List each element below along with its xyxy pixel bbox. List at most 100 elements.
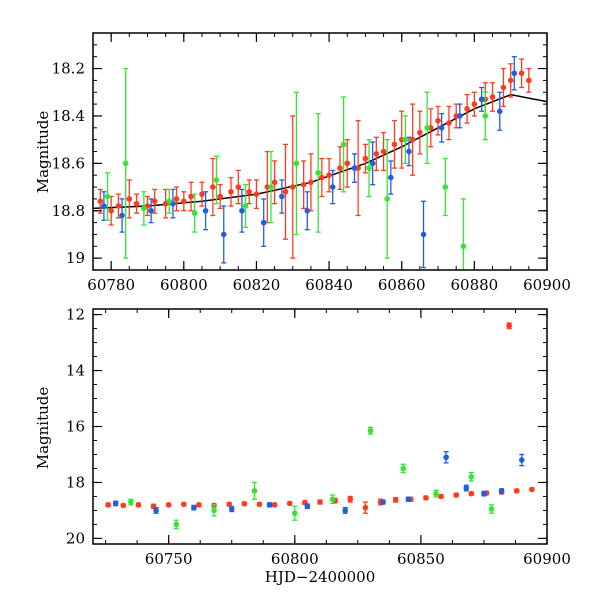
data-point bbox=[166, 198, 173, 205]
x-tick-label: 60800 bbox=[160, 276, 208, 294]
data-point bbox=[112, 500, 119, 507]
data-point bbox=[271, 179, 278, 186]
data-point bbox=[213, 177, 220, 183]
data-point bbox=[438, 125, 445, 131]
data-point bbox=[282, 188, 289, 195]
series-1 bbox=[101, 56, 518, 269]
x-tick-label: 60750 bbox=[145, 550, 193, 568]
data-point bbox=[253, 191, 260, 197]
data-point bbox=[518, 70, 525, 77]
data-point bbox=[326, 172, 332, 178]
data-point bbox=[446, 120, 452, 126]
y-tick-label: 18.8 bbox=[52, 202, 85, 220]
data-point bbox=[526, 77, 532, 84]
data-point bbox=[340, 141, 347, 148]
data-point bbox=[400, 465, 407, 472]
data-point bbox=[181, 501, 187, 508]
data-point bbox=[420, 231, 427, 238]
data-point bbox=[291, 510, 298, 517]
x-tick-label: 60900 bbox=[523, 550, 571, 568]
x-tick-label: 60900 bbox=[523, 276, 571, 294]
data-point bbox=[105, 502, 111, 508]
data-point bbox=[304, 207, 311, 214]
data-point bbox=[507, 77, 514, 84]
data-point bbox=[101, 203, 107, 209]
data-point bbox=[513, 488, 520, 494]
data-point bbox=[220, 231, 227, 238]
plot-frame bbox=[92, 308, 548, 545]
series-1 bbox=[112, 451, 525, 514]
x-tick-label: 60820 bbox=[233, 276, 281, 294]
data-point bbox=[239, 207, 245, 214]
data-point bbox=[289, 184, 296, 190]
data-point bbox=[268, 184, 274, 190]
data-point bbox=[529, 486, 535, 493]
data-point bbox=[304, 503, 311, 510]
bottom-y-axis-title: Magnitude bbox=[34, 387, 52, 470]
data-point bbox=[165, 502, 172, 508]
data-point bbox=[506, 322, 512, 329]
plot-frame bbox=[92, 32, 548, 271]
y-tick-label: 14 bbox=[66, 362, 85, 380]
data-point bbox=[115, 203, 122, 209]
data-point bbox=[482, 113, 489, 119]
data-point bbox=[128, 499, 134, 505]
data-point bbox=[471, 101, 478, 107]
data-point bbox=[457, 113, 463, 119]
x-tick-label: 60800 bbox=[271, 550, 319, 568]
y-tick-label: 18.4 bbox=[52, 107, 85, 125]
y-tick-label: 18.2 bbox=[52, 60, 85, 78]
data-point bbox=[392, 496, 399, 503]
data-point bbox=[133, 200, 140, 207]
data-point bbox=[122, 160, 129, 167]
data-point bbox=[211, 507, 217, 514]
data-point bbox=[366, 165, 372, 171]
data-point bbox=[362, 155, 369, 162]
data-point bbox=[191, 210, 198, 216]
top-panel: 60780 60800 60820 60840 60860 60880 60900 18.2 1… bbox=[52, 32, 571, 294]
data-point bbox=[260, 219, 267, 226]
data-point bbox=[362, 504, 369, 511]
data-point bbox=[153, 507, 159, 514]
data-point bbox=[489, 94, 496, 100]
y-tick-label: 19 bbox=[66, 249, 85, 267]
data-point bbox=[173, 196, 180, 202]
data-point bbox=[235, 184, 242, 190]
data-point bbox=[423, 495, 429, 501]
x-tick-label: 60860 bbox=[378, 276, 426, 294]
data-point bbox=[271, 502, 278, 508]
data-point bbox=[391, 141, 398, 148]
data-point bbox=[181, 198, 187, 205]
data-point bbox=[388, 174, 394, 181]
data-point bbox=[453, 492, 460, 498]
data-point bbox=[217, 193, 223, 200]
data-point bbox=[443, 454, 449, 461]
data-point bbox=[518, 457, 525, 463]
data-point bbox=[141, 205, 147, 212]
data-point bbox=[329, 184, 336, 190]
data-point bbox=[279, 193, 285, 200]
data-layer bbox=[93, 56, 547, 270]
data-point bbox=[293, 160, 300, 167]
data-point bbox=[148, 207, 154, 214]
data-point bbox=[266, 502, 273, 508]
data-point bbox=[196, 502, 202, 508]
y-tick-label: 12 bbox=[66, 306, 85, 324]
bottom-panel: 60750 60800 60850 60900 12 14 16 18 20 bbox=[66, 306, 571, 568]
data-point bbox=[468, 490, 475, 497]
data-point bbox=[188, 193, 194, 200]
data-point bbox=[380, 148, 387, 155]
data-point bbox=[228, 506, 235, 512]
data-point bbox=[402, 136, 409, 143]
data-point bbox=[351, 165, 358, 171]
data-point bbox=[256, 501, 263, 508]
data-point bbox=[481, 490, 487, 497]
data-point bbox=[409, 136, 416, 143]
data-layer bbox=[105, 322, 535, 530]
data-point bbox=[120, 502, 127, 509]
data-point bbox=[463, 485, 470, 491]
data-point bbox=[380, 499, 386, 505]
data-point bbox=[478, 96, 485, 103]
data-point bbox=[104, 193, 111, 200]
